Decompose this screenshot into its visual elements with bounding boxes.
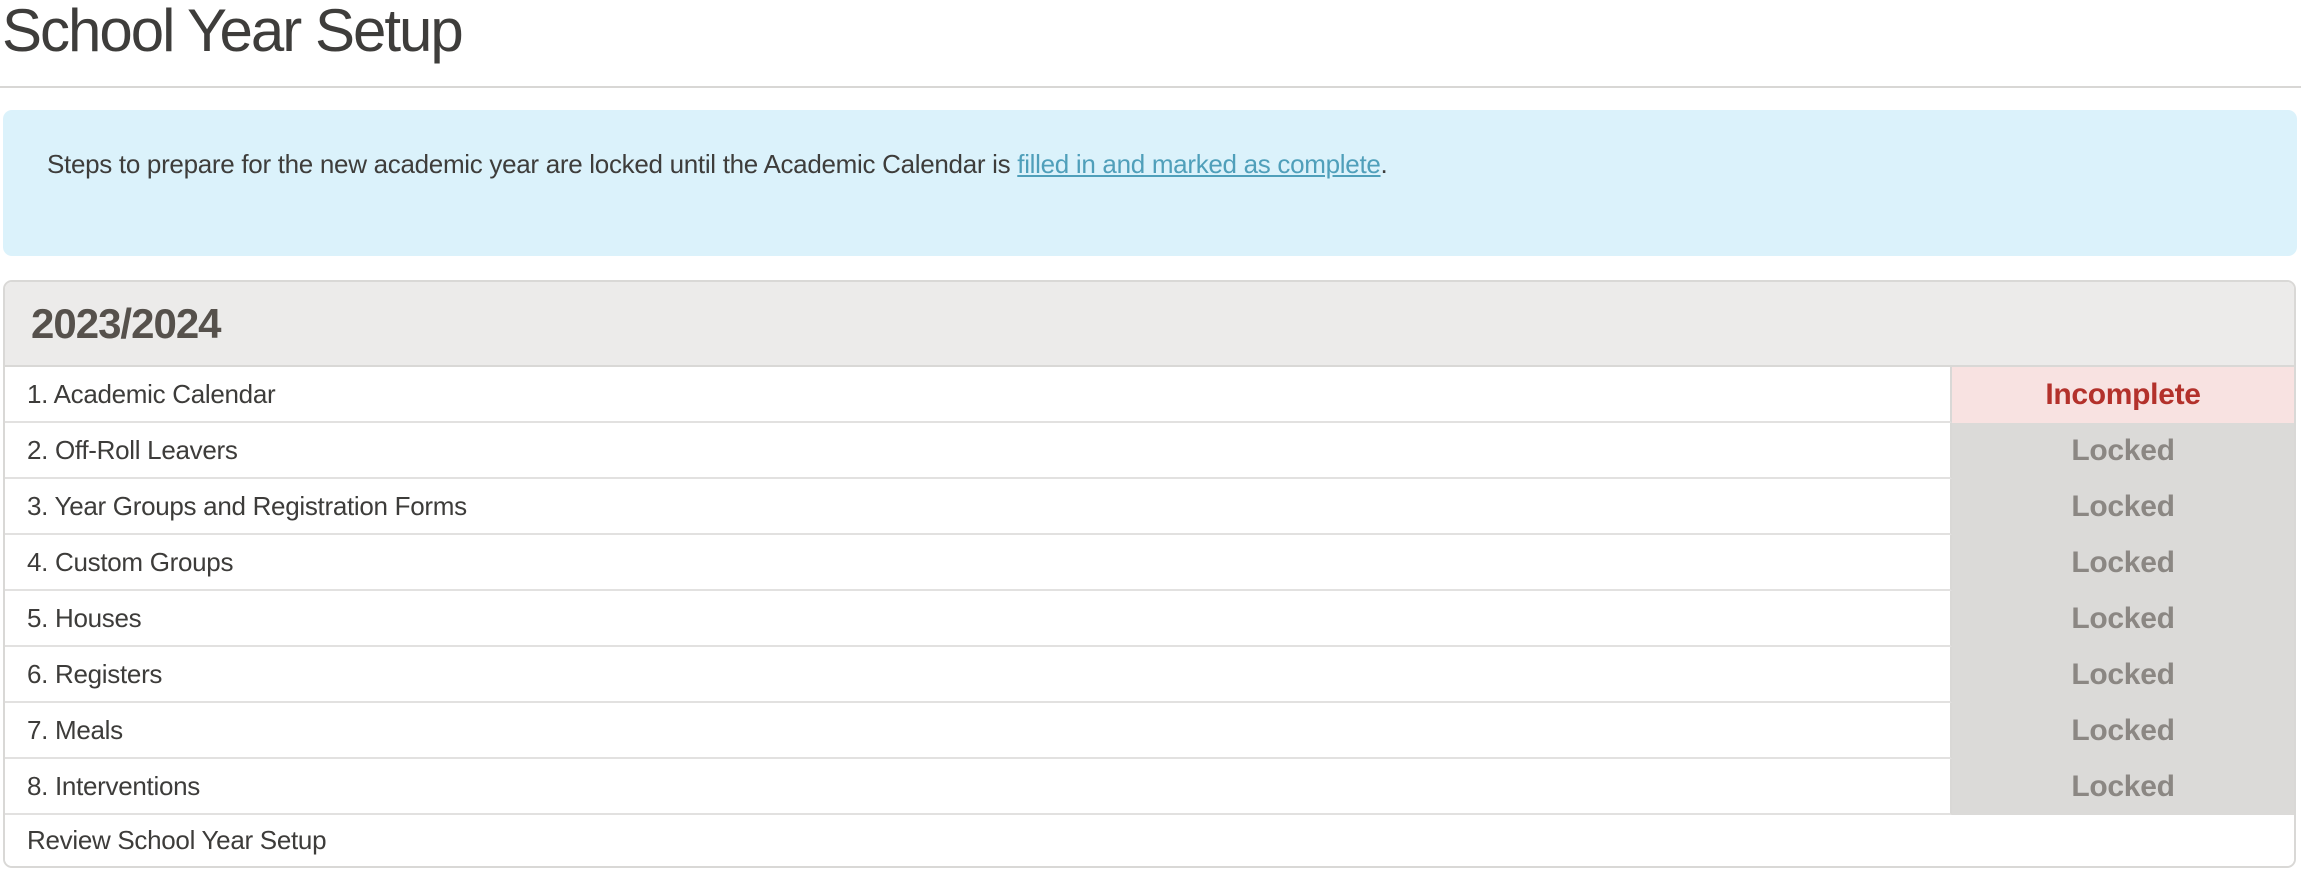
table-row[interactable]: 7. Meals Locked	[5, 703, 2294, 759]
status-badge: Locked	[1952, 535, 2294, 591]
academic-year-header: 2023/2024	[5, 282, 2294, 367]
step-label: 2. Off-Roll Leavers	[5, 423, 1952, 479]
status-badge: Locked	[1952, 479, 2294, 535]
step-label: 3. Year Groups and Registration Forms	[5, 479, 1952, 535]
step-label: 1. Academic Calendar	[5, 367, 1952, 423]
title-divider	[0, 86, 2301, 88]
step-label: 6. Registers	[5, 647, 1952, 703]
status-badge: Locked	[1952, 759, 2294, 815]
setup-steps-table: 2023/2024 1. Academic Calendar Incomplet…	[3, 280, 2296, 868]
banner-text-after: .	[1380, 149, 1388, 179]
table-row[interactable]: 3. Year Groups and Registration Forms Lo…	[5, 479, 2294, 535]
page-title: School Year Setup	[2, 0, 464, 64]
table-row[interactable]: 5. Houses Locked	[5, 591, 2294, 647]
step-label: 5. Houses	[5, 591, 1952, 647]
setup-steps-rows: 1. Academic Calendar Incomplete 2. Off-R…	[5, 367, 2294, 866]
table-row[interactable]: 8. Interventions Locked	[5, 759, 2294, 815]
status-badge: Locked	[1952, 647, 2294, 703]
status-badge: Locked	[1952, 423, 2294, 479]
step-label: Review School Year Setup	[5, 815, 2294, 866]
table-row[interactable]: 1. Academic Calendar Incomplete	[5, 367, 2294, 423]
table-row[interactable]: Review School Year Setup	[5, 815, 2294, 866]
banner-complete-link[interactable]: filled in and marked as complete	[1017, 149, 1381, 179]
step-label: 8. Interventions	[5, 759, 1952, 815]
status-badge: Locked	[1952, 703, 2294, 759]
step-label: 7. Meals	[5, 703, 1952, 759]
banner-text-before: Steps to prepare for the new academic ye…	[47, 149, 1018, 179]
step-label: 4. Custom Groups	[5, 535, 1952, 591]
table-row[interactable]: 4. Custom Groups Locked	[5, 535, 2294, 591]
status-badge: Locked	[1952, 591, 2294, 647]
status-badge: Incomplete	[1952, 367, 2294, 423]
info-banner: Steps to prepare for the new academic ye…	[3, 110, 2297, 256]
table-row[interactable]: 6. Registers Locked	[5, 647, 2294, 703]
table-row[interactable]: 2. Off-Roll Leavers Locked	[5, 423, 2294, 479]
